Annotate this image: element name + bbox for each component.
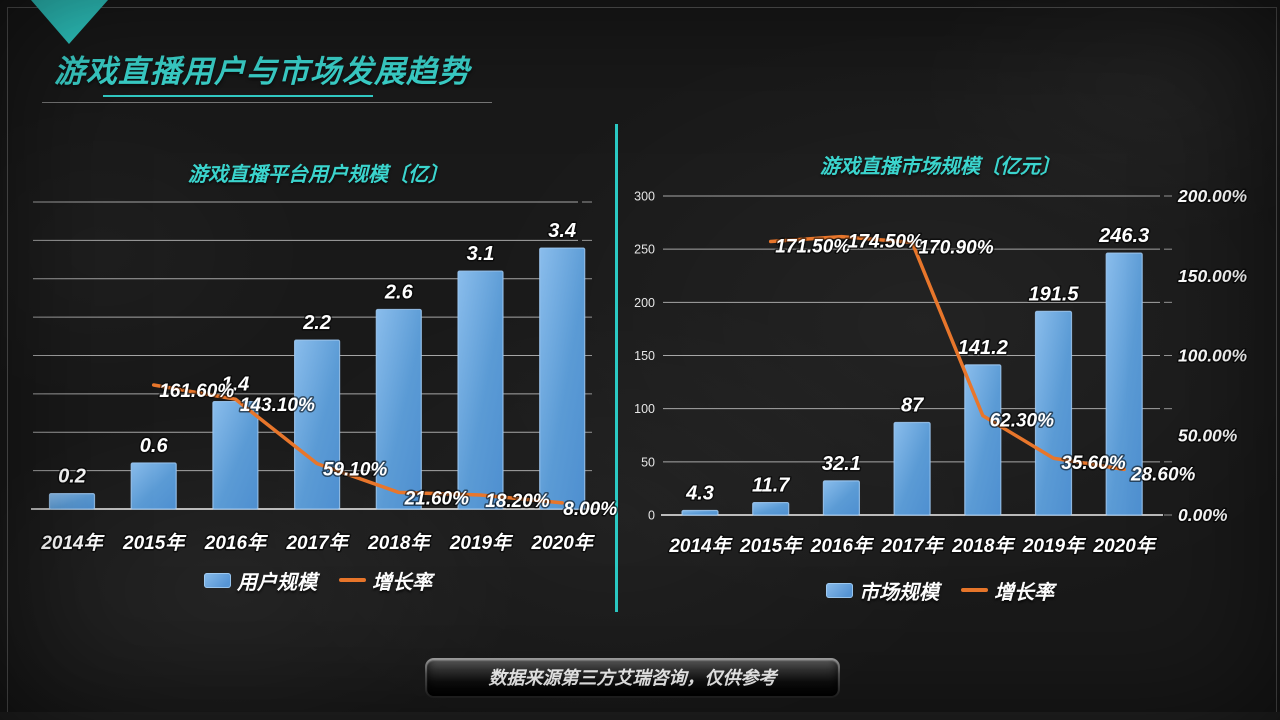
value-label: 32.1 <box>822 453 861 475</box>
value-label: 141.2 <box>958 337 1008 359</box>
value-label: 0.2 <box>58 466 86 488</box>
user-scale-chart: 0.2 0.6 1.4 2.2 2.6 3.1 3.4 161.60% 143.10% 59.10… <box>31 201 619 556</box>
value-label: 3.1 <box>467 243 495 265</box>
bar-series-swatch <box>826 582 853 598</box>
growth-rate-label: 174.50% <box>848 232 923 253</box>
line-series-label: 增长率 <box>372 571 432 594</box>
growth-rate-label: 28.60% <box>1130 464 1196 485</box>
data-source-note: 数据来源第三方艾瑞咨询，仅供参考 <box>427 660 838 696</box>
value-label: 4.3 <box>685 482 714 504</box>
category-label: 2019年 <box>1022 535 1087 557</box>
bar-2016年 <box>212 400 259 510</box>
user-scale-chart-title: 游戏直播平台用户规模〔亿〕 <box>188 164 448 186</box>
growth-rate-label: 21.60% <box>404 488 470 509</box>
primary-axis-label: 300 <box>634 190 655 204</box>
data-source-banner: 数据来源第三方艾瑞咨询，仅供参考 <box>425 658 840 698</box>
bar-2018年 <box>375 308 422 510</box>
growth-rate-line <box>151 383 564 505</box>
growth-rate-label: 161.60% <box>159 381 234 402</box>
user-scale-chart-legend: 用户规模 增长率 <box>33 570 603 594</box>
primary-axis-label: 0 <box>648 509 655 523</box>
category-label: 2017年 <box>285 532 350 554</box>
growth-rate-label: 59.10% <box>323 460 388 481</box>
category-label: 2014年 <box>40 532 105 554</box>
value-label: 2.6 <box>384 281 414 303</box>
growth-rate-label: 170.90% <box>919 237 994 258</box>
page-title: 游戏直播用户与市场发展趋势 <box>54 54 470 89</box>
category-label: 2018年 <box>951 535 1016 557</box>
value-label: 246.3 <box>1098 225 1149 247</box>
category-label: 2017年 <box>880 535 945 557</box>
bar-series-label: 市场规模 <box>859 581 939 604</box>
title-underline-gray <box>42 102 492 103</box>
growth-rate-label: 8.00% <box>563 499 617 520</box>
market-scale-chart-title: 游戏直播市场规模〔亿元〕 <box>820 156 1060 178</box>
value-label: 191.5 <box>1028 283 1079 305</box>
value-label: 11.7 <box>752 475 790 497</box>
bottom-strip <box>0 712 1280 720</box>
bar-2015年 <box>752 501 790 516</box>
growth-rate-label: 35.60% <box>1061 453 1126 474</box>
bar-2020年 <box>539 247 586 510</box>
value-label: 87 <box>901 394 924 416</box>
bar-2019年 <box>457 270 504 510</box>
bar-2014年 <box>48 493 96 510</box>
growth-rate-label: 62.30% <box>990 411 1055 432</box>
market-scale-chart-legend: 市场规模 增长率 <box>660 580 1220 604</box>
category-label: 2015年 <box>739 535 804 557</box>
category-label: 2020年 <box>1093 535 1158 557</box>
title-underline-accent <box>103 95 373 97</box>
line-series-swatch <box>961 588 988 592</box>
bar-2018年 <box>964 364 1002 516</box>
vertical-divider <box>615 124 618 612</box>
bar-series-label: 用户规模 <box>237 571 317 594</box>
line-series-swatch <box>339 578 366 582</box>
value-label: 2.2 <box>302 312 331 334</box>
primary-axis-label: 100 <box>634 402 655 416</box>
value-label: 1.4 <box>221 374 249 396</box>
growth-rate-label: 171.50% <box>775 236 850 257</box>
bar-2020年 <box>1105 252 1143 516</box>
bar-2017年 <box>294 339 341 510</box>
growth-rate-line <box>768 234 1126 472</box>
secondary-axis-label: 0.00% <box>1178 505 1228 525</box>
bar-2015年 <box>130 462 177 510</box>
line-series-label: 增长率 <box>994 581 1054 604</box>
value-label: 3.4 <box>548 220 576 242</box>
secondary-axis-label: 150.00% <box>1178 266 1248 286</box>
value-label: 0.6 <box>140 435 169 457</box>
secondary-axis-label: 200.00% <box>1177 186 1248 206</box>
category-label: 2020年 <box>531 532 596 554</box>
secondary-axis-label: 100.00% <box>1178 346 1248 366</box>
bar-2019年 <box>1034 310 1073 516</box>
category-label: 2019年 <box>449 532 514 554</box>
corner-triangle-decoration <box>31 0 108 44</box>
primary-axis-label: 150 <box>634 349 655 363</box>
growth-rate-label: 18.20% <box>485 491 550 512</box>
bar-2017年 <box>893 421 931 516</box>
secondary-axis-label: 50.00% <box>1178 425 1238 445</box>
market-scale-chart: 4.3 11.7 32.1 87 141.2 191.5 246.3 171.50%174.5… <box>634 185 1249 559</box>
primary-axis-label: 50 <box>641 455 655 469</box>
category-label: 2016年 <box>810 535 875 557</box>
category-label: 2015年 <box>122 532 187 554</box>
primary-axis-label: 250 <box>634 243 655 257</box>
bar-2014年 <box>681 509 719 516</box>
bar-2016年 <box>822 480 861 516</box>
bar-series-swatch <box>204 572 231 588</box>
primary-axis-label: 200 <box>634 296 655 310</box>
category-label: 2018年 <box>367 532 432 554</box>
category-label: 2014年 <box>668 535 733 557</box>
growth-rate-label: 143.10% <box>240 395 315 416</box>
category-label: 2016年 <box>204 532 269 554</box>
